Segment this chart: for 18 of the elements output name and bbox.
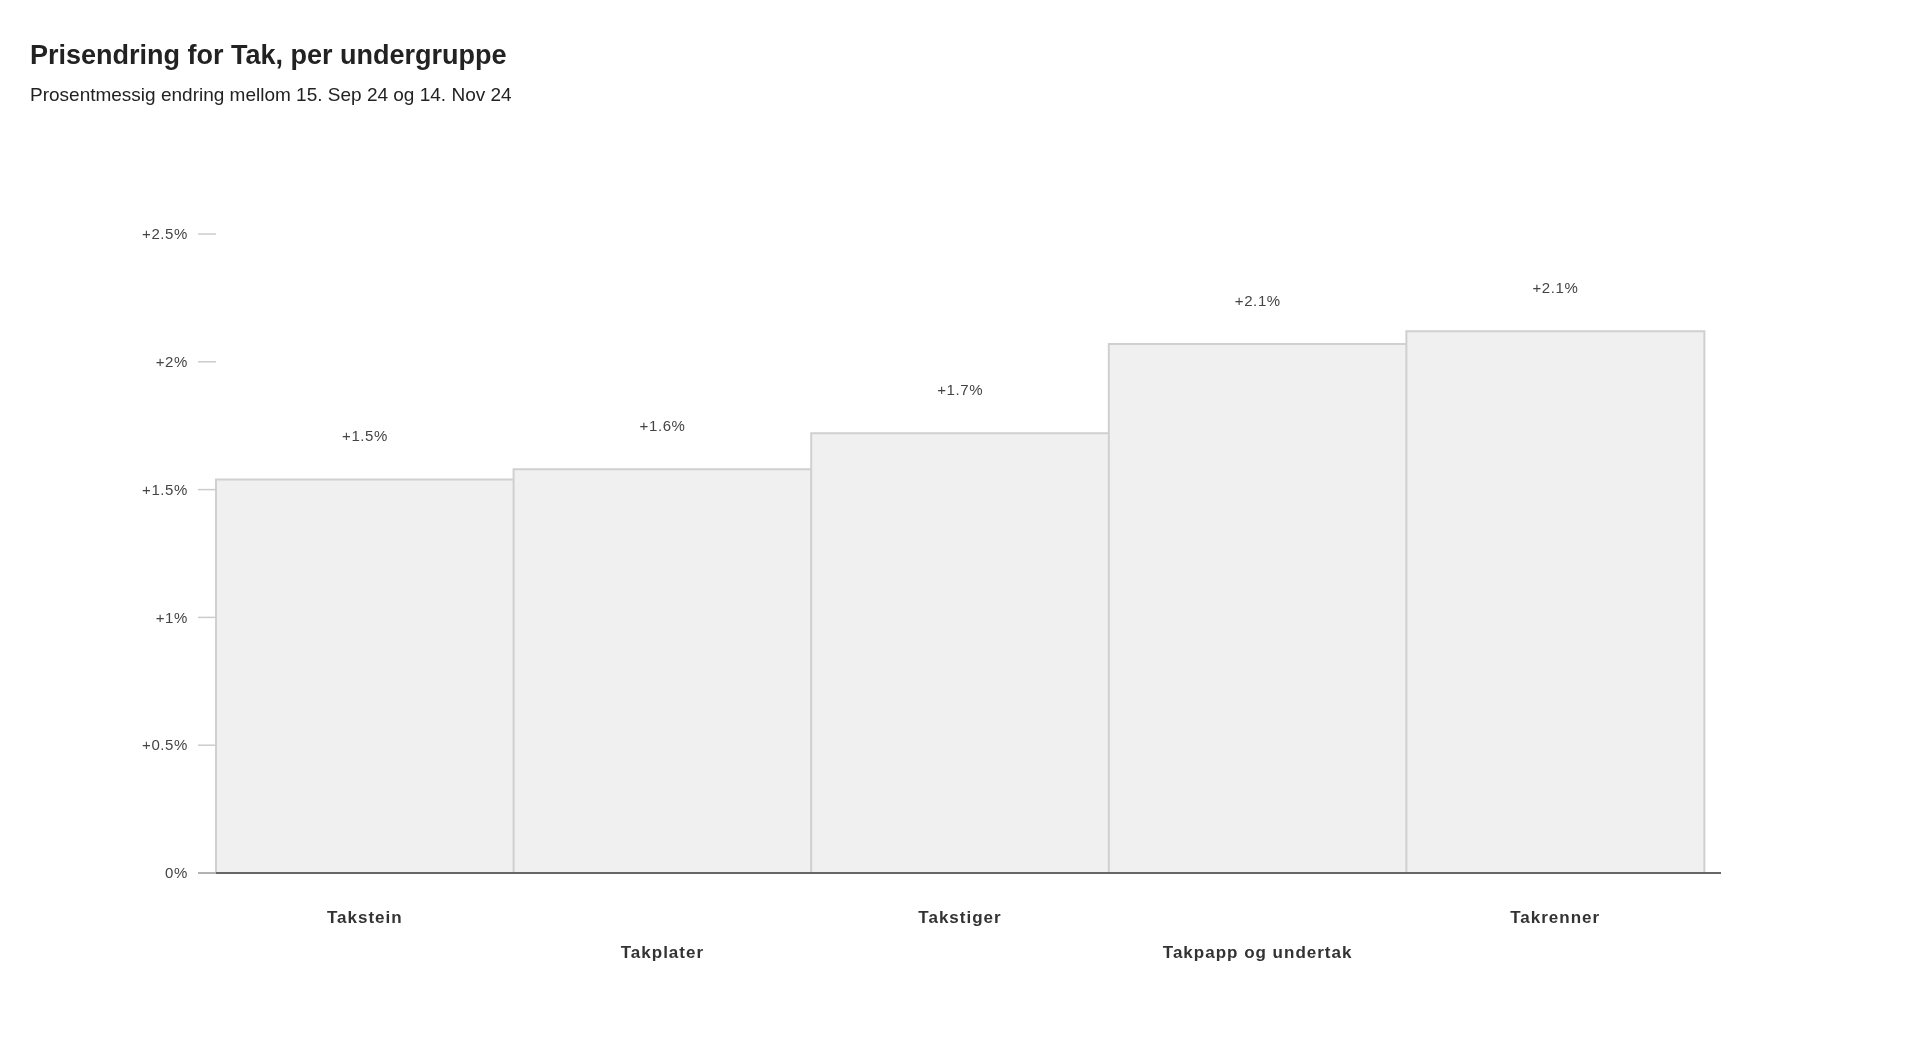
x-tick-label: Takpapp og undertak xyxy=(1162,943,1353,962)
x-tick-label: Takstein xyxy=(326,908,403,927)
y-tick-label: +1.5% xyxy=(142,480,188,498)
x-tick-label: Takrenner xyxy=(1510,908,1601,927)
y-tick-label: +0.5% xyxy=(142,736,188,754)
data-label: +1.5% xyxy=(342,427,388,445)
y-tick-label: +1% xyxy=(155,608,188,626)
data-label: +2.1% xyxy=(1532,279,1579,297)
data-label: +1.6% xyxy=(639,417,686,435)
data-label: +1.7% xyxy=(937,381,984,399)
x-tick-label: Takstiger xyxy=(918,908,1002,927)
y-tick-label: +2.5% xyxy=(142,225,188,243)
x-tick-label: Takplater xyxy=(620,943,705,962)
y-tick-label: 0% xyxy=(165,864,188,882)
y-tick-label: +2% xyxy=(155,353,188,371)
chart-title: Prisendring for Tak, per undergruppe xyxy=(30,40,507,71)
data-label: +2.1% xyxy=(1234,291,1281,309)
chart-subtitle: Prosentmessig endring mellom 15. Sep 24 og 14. Nov 24 xyxy=(30,84,512,106)
